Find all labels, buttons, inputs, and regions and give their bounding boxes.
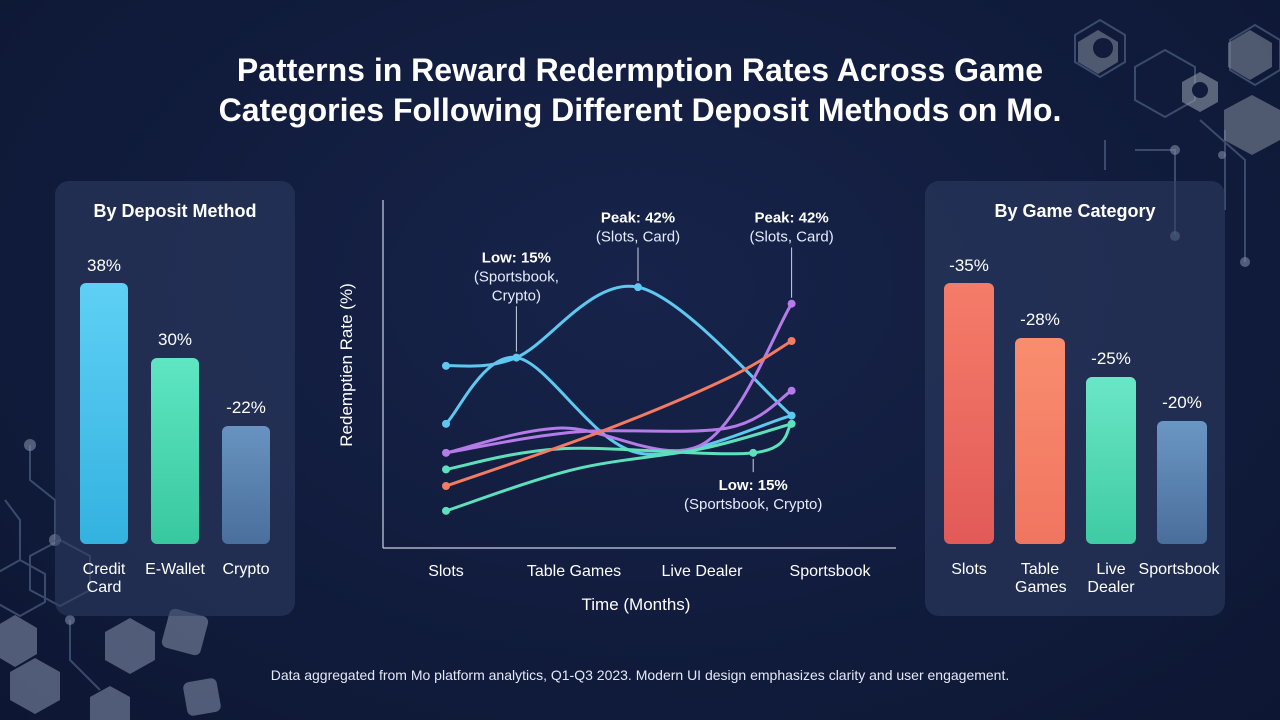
x-tick-label: Live Dealer <box>662 563 744 580</box>
x-tick-label: Sportsbook <box>790 563 872 580</box>
data-point-marker <box>512 353 521 362</box>
series-line-7 <box>444 339 794 488</box>
x-tick-label: Slots <box>428 563 464 580</box>
data-point-marker <box>749 448 758 457</box>
bar-crypto <box>222 426 270 544</box>
data-point-marker <box>442 448 450 457</box>
chart-title: Patterns in Reward Redermption Rates Acr… <box>90 50 1190 130</box>
bar-label-e-wallet: E-Wallet <box>145 561 205 578</box>
series-line-6 <box>444 422 794 513</box>
data-point-marker <box>634 283 642 292</box>
data-point-marker <box>442 465 450 474</box>
bar-value-table-games: -28% <box>1020 310 1060 329</box>
game-category-panel-title: By Game Category <box>994 201 1156 221</box>
series-line-4 <box>444 389 794 455</box>
bar-credit-card <box>80 283 128 544</box>
bar-e-wallet <box>151 358 199 544</box>
chart-title-line-2: Categories Following Different Deposit M… <box>218 92 1062 128</box>
bar-live-dealer <box>1086 377 1136 544</box>
data-point-marker <box>787 337 796 345</box>
data-point-marker <box>787 419 796 428</box>
series-line-5 <box>444 422 794 471</box>
bar-table-games <box>1015 338 1065 544</box>
data-point-marker <box>787 386 796 395</box>
bar-value-sportsbook: -20% <box>1162 393 1202 412</box>
bar-label-credit-card: Credit Card <box>59 561 149 597</box>
footnote: Data aggregated from Mo platform analyti… <box>270 667 1010 683</box>
annotation-title: Low: 15% <box>719 477 788 494</box>
redemption-line-chart: Redemptien Rate (%) Time (Months) Slots T… <box>337 200 896 614</box>
bar-label-crypto: Crypto <box>222 561 270 578</box>
chart-title-line-1: Patterns in Reward Redermption Rates Acr… <box>236 52 1044 88</box>
annotation-title: Low: 15% <box>482 249 551 266</box>
x-tick-label: Table Games <box>527 563 621 580</box>
bar-label-credit-card-text: Credit Card <box>82 561 126 596</box>
data-point-marker <box>442 419 450 428</box>
data-point-marker <box>442 361 450 370</box>
bar-label-sportsbook: Sportsbook <box>1138 561 1220 578</box>
series-line-2 <box>444 356 794 456</box>
annotation-detail: (Slots, Card) <box>750 229 834 246</box>
bar-value-slots: -35% <box>949 256 989 275</box>
deposit-method-panel: By Deposit Method 38% 30% -22% Credit Ca… <box>55 181 295 616</box>
annotation-title: Peak: 42% <box>601 210 675 227</box>
annotation-detail: (Sportsbook, <box>474 268 559 285</box>
bar-value-live-dealer: -25% <box>1091 349 1131 368</box>
bar-value-crypto: -22% <box>226 398 266 417</box>
annotation-title: Peak: 42% <box>754 210 828 227</box>
x-axis-label: Time (Months) <box>582 595 691 614</box>
data-point-marker <box>442 482 450 490</box>
deposit-method-panel-title: By Deposit Method <box>93 201 257 221</box>
bar-value-credit-card: 38% <box>86 256 122 275</box>
bar-label-live-dealer-text: Live Dealer <box>1087 561 1135 596</box>
bar-label-table-games-text: Table Games <box>1015 561 1067 596</box>
series-line-1 <box>444 284 794 418</box>
annotation-detail: (Slots, Card) <box>596 229 680 246</box>
bar-label-table-games: Table Games <box>995 561 1085 597</box>
series-line-3 <box>444 302 794 455</box>
bar-value-e-wallet: 30% <box>157 330 193 349</box>
data-point-marker <box>787 299 796 308</box>
y-axis-label: Redemptien Rate (%) <box>337 283 356 446</box>
annotation-detail: (Sportsbook, Crypto) <box>684 496 822 513</box>
data-point-marker <box>442 506 450 515</box>
game-category-panel: By Game Category -35% -28% -25% -20% Slo… <box>925 181 1225 616</box>
bar-label-live-dealer: Live Dealer <box>1066 561 1156 597</box>
bar-label-slots: Slots <box>951 561 987 578</box>
bar-sportsbook <box>1157 421 1207 544</box>
bar-slots <box>944 283 994 544</box>
annotation-detail: Crypto) <box>492 287 541 304</box>
data-point-marker <box>787 411 796 420</box>
